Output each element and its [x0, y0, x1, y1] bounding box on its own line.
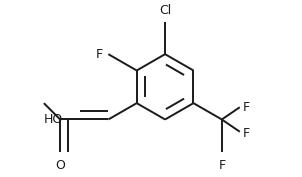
Text: F: F	[243, 101, 250, 114]
Text: F: F	[218, 159, 225, 172]
Text: F: F	[96, 48, 103, 61]
Text: Cl: Cl	[159, 4, 171, 17]
Text: F: F	[243, 127, 250, 140]
Text: HO: HO	[44, 113, 63, 126]
Text: O: O	[55, 159, 65, 172]
